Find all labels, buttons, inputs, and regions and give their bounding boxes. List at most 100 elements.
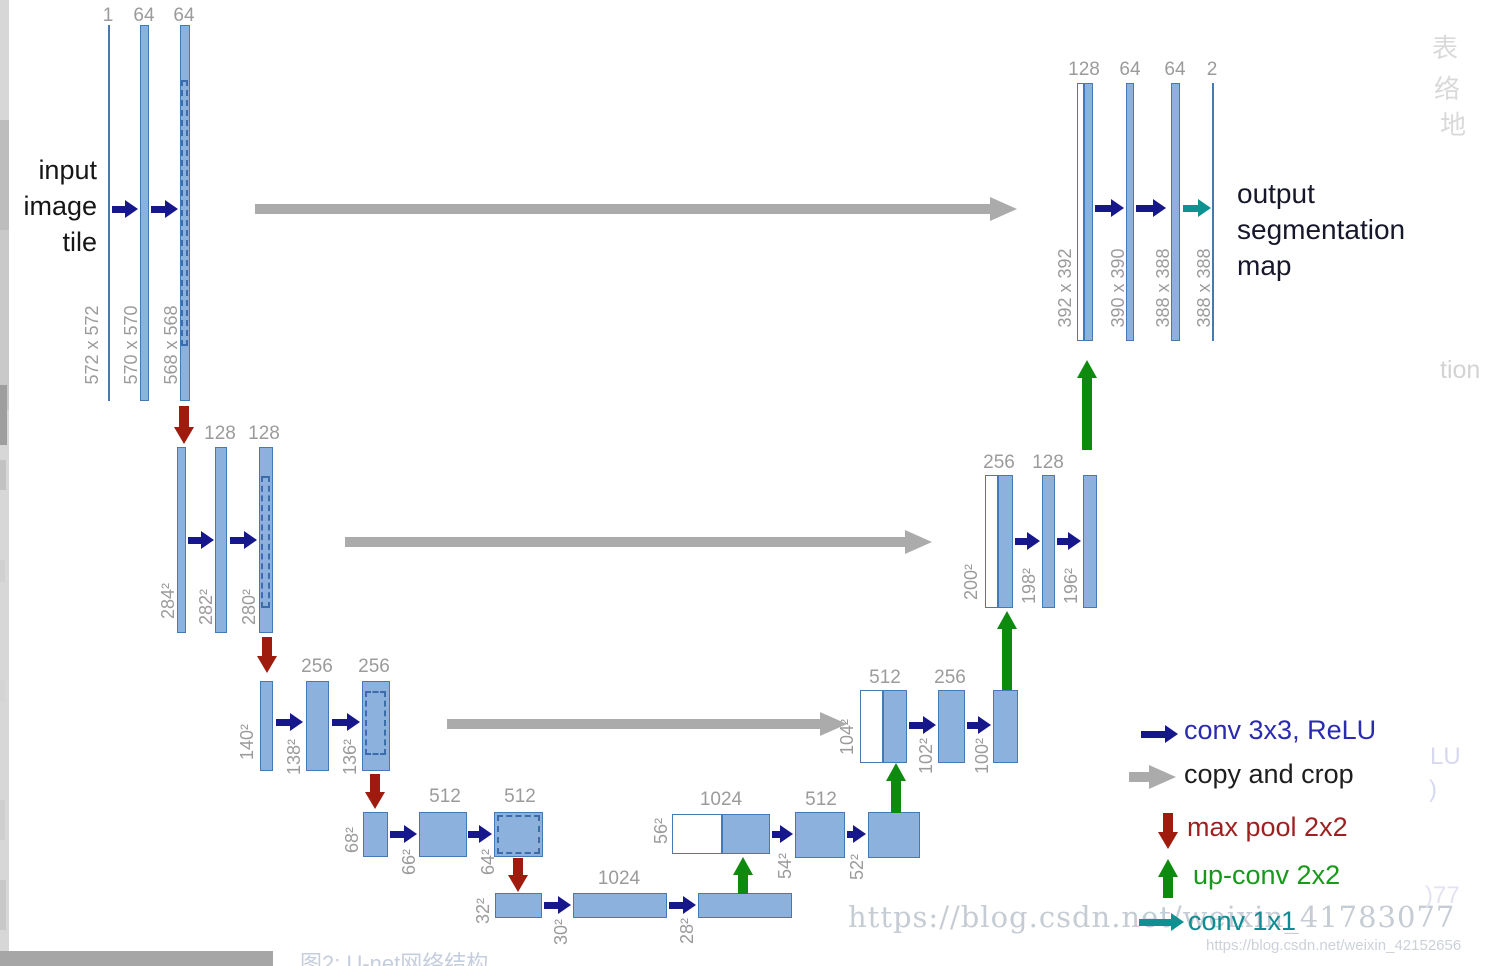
channel-count-label: 1 <box>102 5 114 26</box>
conv-3x3-arrow <box>151 200 178 218</box>
feature-map-bar <box>494 812 543 857</box>
max-pool-arrow <box>1157 813 1179 849</box>
crop-region-dashed <box>365 691 386 755</box>
up-conv-arrow <box>1157 859 1179 898</box>
conv-1x1-arrow <box>1183 199 1211 217</box>
single-channel-bar <box>108 25 110 401</box>
copy-and-crop-arrow <box>255 197 1017 221</box>
crop-region-dashed <box>261 476 270 608</box>
legend-label-pool: max pool 2x2 <box>1187 812 1348 842</box>
input-image-tile-label-line: tile <box>62 227 97 257</box>
crop-region-dashed <box>181 80 188 346</box>
legend-label-copy: copy and crop <box>1184 759 1354 789</box>
spatial-dim-label: 56² <box>651 817 671 845</box>
spatial-dim-label: 570 x 570 <box>121 305 141 385</box>
channel-count-label: 512 <box>429 786 461 807</box>
conv-3x3-arrow <box>332 713 360 731</box>
conv-3x3-arrow <box>1015 532 1040 550</box>
figure-caption: 图2: U-net网络结构 <box>300 951 489 966</box>
spatial-dim-label: 282² <box>196 588 216 626</box>
spatial-dim-label: 388 x 388 <box>1153 248 1173 328</box>
spatial-dim-label: 392 x 392 <box>1055 248 1075 328</box>
feature-map-bar <box>1126 83 1134 341</box>
spatial-dim-label: 68² <box>342 826 362 854</box>
feature-map-bar <box>573 893 667 918</box>
spatial-dim-label: 28² <box>677 917 697 945</box>
up-conv-arrow <box>732 857 754 894</box>
spatial-dim-label: 572 x 572 <box>82 305 102 385</box>
feature-map-bar <box>260 681 273 771</box>
up-conv-arrow <box>996 611 1018 690</box>
feature-map-bar <box>998 475 1013 608</box>
conv-3x3-arrow <box>188 531 214 549</box>
ghost-text: )77 <box>1425 882 1460 909</box>
page-edge-strip <box>0 120 9 230</box>
copied-feature-map-bar <box>985 475 998 608</box>
conv-3x3-arrow <box>847 825 866 843</box>
spatial-dim-label: 32² <box>473 897 493 925</box>
spatial-dim-label: 198² <box>1019 567 1039 605</box>
ghost-text: ) <box>1429 776 1437 803</box>
spatial-dim-label: 388 x 388 <box>1194 248 1214 328</box>
channel-count-label: 512 <box>805 789 837 810</box>
single-channel-bar <box>1212 83 1214 341</box>
channel-count-label: 256 <box>983 452 1015 473</box>
feature-map-bar <box>993 690 1018 763</box>
feature-map-bar <box>883 690 907 763</box>
conv-3x3-arrow <box>468 825 492 843</box>
watermark-url: https://blog.csdn.net/weixin_41783077 <box>848 900 1456 934</box>
output-segmentation-map-label-line: map <box>1237 250 1292 281</box>
page-edge-strip <box>0 560 5 582</box>
channel-count-label: 64 <box>1164 59 1186 80</box>
spatial-dim-label: 280² <box>239 588 259 626</box>
spatial-dim-label: 136² <box>340 738 360 776</box>
spatial-dim-label: 200² <box>961 563 981 601</box>
spatial-dim-label: 52² <box>847 853 867 881</box>
max-pool-arrow <box>364 774 386 809</box>
copied-feature-map-bar <box>860 690 883 763</box>
feature-map-bar <box>306 681 329 771</box>
legend-label-conv1x1: conv 1x1 <box>1188 906 1297 936</box>
feature-map-bar <box>1171 83 1180 341</box>
conv-1x1-arrow <box>1139 913 1184 931</box>
channel-count-label: 512 <box>504 786 536 807</box>
channel-count-label: 256 <box>358 656 390 677</box>
up-conv-arrow <box>885 763 907 813</box>
max-pool-arrow <box>256 637 278 673</box>
page-edge-strip <box>0 385 7 445</box>
channel-count-label: 256 <box>934 667 966 688</box>
channel-count-label: 128 <box>204 423 236 444</box>
max-pool-arrow <box>507 858 529 892</box>
conv-3x3-arrow <box>1136 199 1166 217</box>
spatial-dim-label: 568 x 568 <box>161 305 181 385</box>
output-segmentation-map-label: output segmentation map <box>1237 176 1477 284</box>
conv-3x3-arrow <box>1141 725 1178 743</box>
feature-map-bar <box>722 814 770 854</box>
conv-3x3-arrow <box>967 716 991 734</box>
output-segmentation-map-label-line: segmentation <box>1237 214 1406 245</box>
spatial-dim-label: 390 x 390 <box>1108 248 1128 328</box>
conv-3x3-arrow <box>772 825 793 843</box>
channel-count-label: 128 <box>248 423 280 444</box>
feature-map-bar <box>215 447 227 633</box>
feature-map-bar <box>1084 83 1093 341</box>
feature-map-bar <box>140 25 149 401</box>
watermark-url: https://blog.csdn.net/weixin_42152656 <box>1206 937 1462 954</box>
feature-map-bar <box>180 25 190 401</box>
conv-3x3-arrow <box>544 896 571 914</box>
page-edge-strip <box>0 800 5 840</box>
channel-count-label: 128 <box>1032 452 1064 473</box>
channel-count-label: 256 <box>301 656 333 677</box>
page-edge-strip <box>0 230 9 410</box>
channel-count-label: 512 <box>869 667 901 688</box>
output-segmentation-map-label-line: output <box>1237 178 1315 209</box>
conv-3x3-arrow <box>112 200 138 218</box>
channel-count-label: 64 <box>133 5 155 26</box>
feature-map-bar <box>419 812 467 857</box>
ghost-text: 络 <box>1434 74 1461 104</box>
legend-label-conv: conv 3x3, ReLU <box>1184 715 1377 745</box>
legend-label-upconv: up-conv 2x2 <box>1193 860 1341 890</box>
bottom-gray-bar <box>0 951 273 966</box>
channel-count-label: 64 <box>1119 59 1141 80</box>
feature-map-bar <box>495 893 542 918</box>
